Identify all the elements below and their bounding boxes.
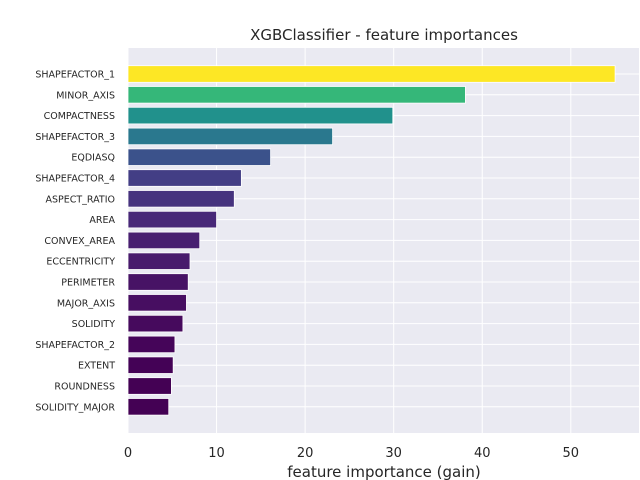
y-tick-label: COMPACTNESS bbox=[44, 111, 115, 122]
bar-shapefactor-4 bbox=[127, 169, 242, 187]
x-tick-label: 0 bbox=[124, 446, 132, 461]
y-tick-label: AREA bbox=[89, 215, 115, 226]
y-tick-label: SHAPEFACTOR_3 bbox=[35, 132, 115, 143]
bar-shapefactor-1 bbox=[127, 65, 616, 83]
bar-solidity-major bbox=[127, 398, 170, 416]
x-tick-label: 40 bbox=[474, 446, 491, 461]
bar-shapefactor-3 bbox=[127, 127, 333, 146]
y-tick-label: CONVEX_AREA bbox=[44, 236, 115, 247]
y-tick-label: SHAPEFACTOR_2 bbox=[35, 340, 115, 351]
bar-extent bbox=[127, 356, 174, 374]
y-tick-label: EQDIASQ bbox=[71, 153, 115, 164]
x-tick-labels: 0 10 20 30 40 50 bbox=[124, 446, 579, 461]
bar-eqdiasq bbox=[127, 148, 271, 166]
x-tick-label: 30 bbox=[385, 446, 402, 461]
x-axis-label: feature importance (gain) bbox=[287, 463, 480, 480]
bar-area bbox=[127, 210, 217, 229]
x-tick-label: 50 bbox=[563, 446, 580, 461]
y-tick-label: SOLIDITY_MAJOR bbox=[35, 402, 115, 413]
bar-major-axis bbox=[127, 294, 187, 312]
y-tick-label: ASPECT_RATIO bbox=[45, 194, 115, 205]
y-tick-label: SOLIDITY bbox=[72, 319, 116, 330]
y-tick-label: MAJOR_AXIS bbox=[57, 298, 115, 309]
y-tick-label: MINOR_AXIS bbox=[56, 90, 115, 101]
x-tick-label: 10 bbox=[208, 446, 225, 461]
bar-eccentricity bbox=[127, 252, 191, 270]
y-tick-label: SHAPEFACTOR_1 bbox=[35, 70, 115, 81]
y-tick-label: ECCENTRICITY bbox=[46, 257, 115, 268]
y-tick-labels: SHAPEFACTOR_1 MINOR_AXIS COMPACTNESS SHAPEF… bbox=[35, 70, 115, 414]
y-tick-label: ROUNDNESS bbox=[54, 382, 115, 393]
bar-roundness bbox=[127, 377, 172, 395]
bar-solidity bbox=[127, 314, 184, 333]
bars-group bbox=[127, 65, 616, 416]
bar-convex-area bbox=[127, 231, 201, 250]
y-tick-label: SHAPEFACTOR_4 bbox=[35, 174, 115, 185]
bar-aspect-ratio bbox=[127, 190, 235, 208]
x-tick-label: 20 bbox=[297, 446, 314, 461]
bar-compactness bbox=[127, 106, 394, 125]
y-tick-label: EXTENT bbox=[78, 361, 115, 372]
y-tick-label: PERIMETER bbox=[61, 278, 115, 289]
chart-title: XGBClassifier - feature importances bbox=[250, 26, 518, 44]
bar-minor-axis bbox=[127, 86, 466, 104]
bar-perimeter bbox=[127, 273, 189, 291]
bar-shapefactor-2 bbox=[127, 335, 176, 354]
